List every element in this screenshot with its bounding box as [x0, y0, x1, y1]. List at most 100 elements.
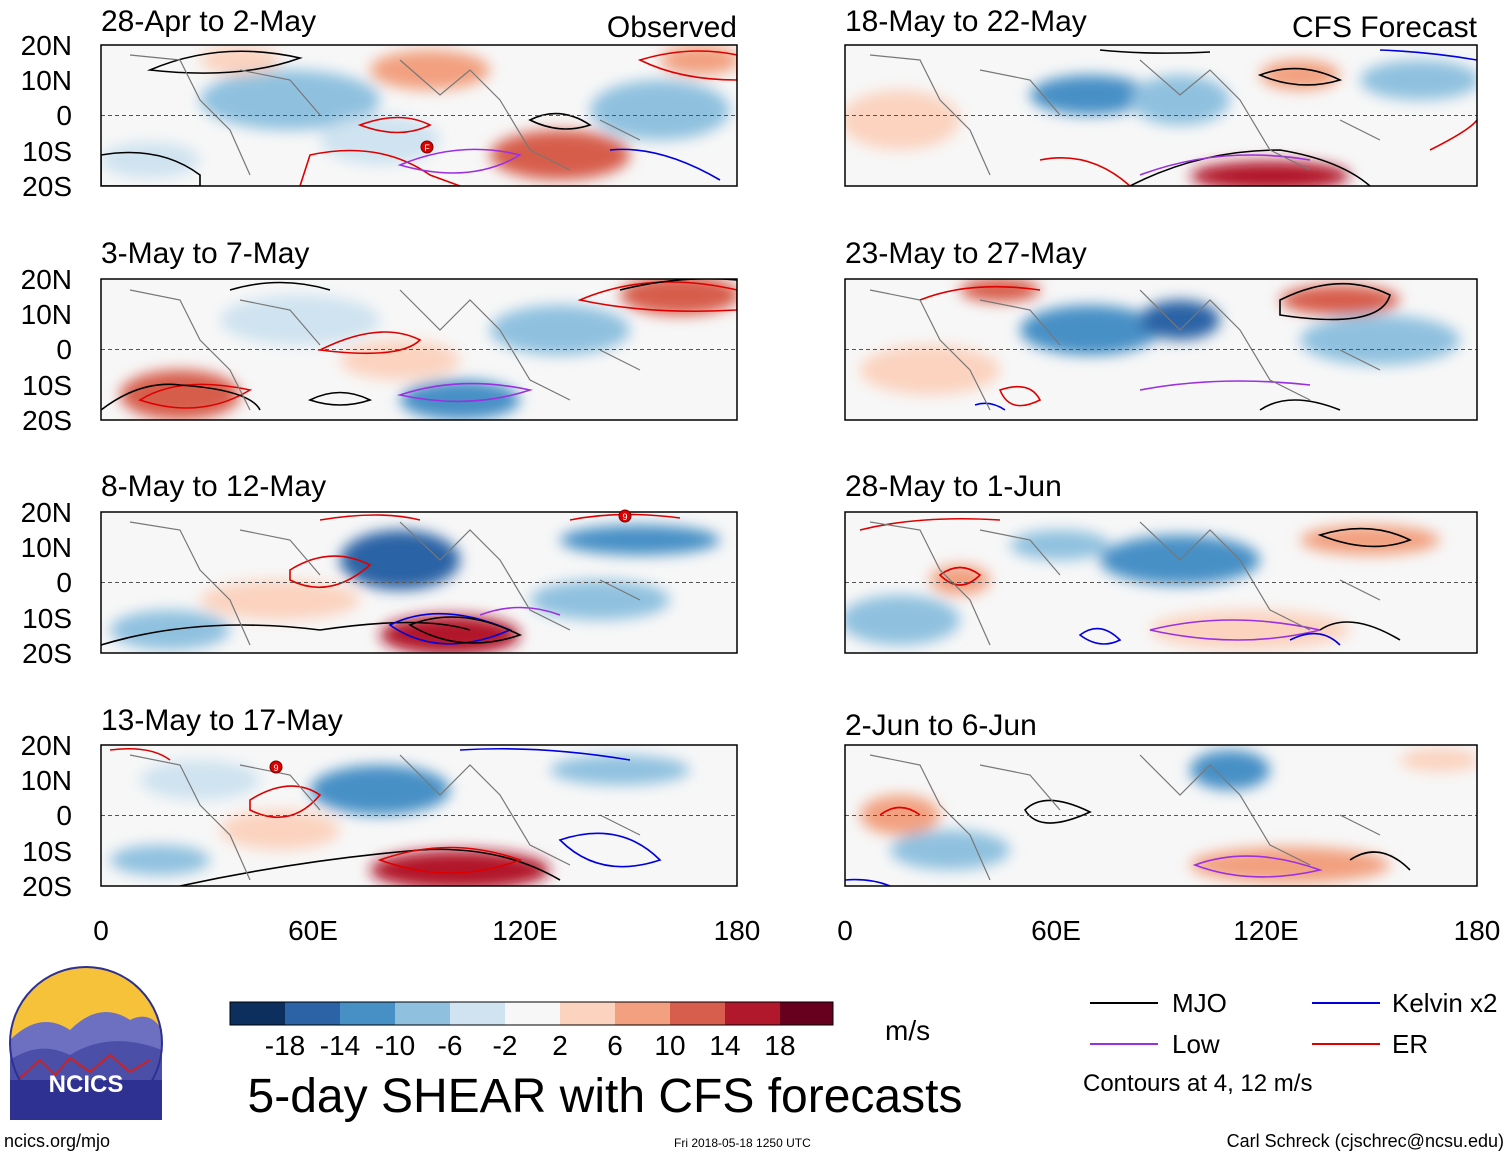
shear-shading	[860, 279, 1460, 395]
storm-marker: F	[420, 140, 434, 154]
coastline	[869, 289, 1381, 411]
contours	[109, 747, 662, 886]
lon-tick-label: 60E	[288, 915, 338, 946]
panel-left-0	[100, 44, 738, 187]
panel-left-1	[100, 278, 738, 421]
panel-tag-forecast: CFS Forecast	[1292, 11, 1478, 44]
legend-label-low: Low	[1172, 1029, 1220, 1059]
colorbar-swatch	[615, 1002, 670, 1025]
lon-tick-label: 0	[93, 915, 109, 946]
lat-tick-label: 10S	[22, 603, 72, 634]
colorbar-swatch	[340, 1002, 395, 1025]
colorbar-label: -6	[438, 1030, 463, 1061]
panel-title-right-0: 18-May to 22-May	[845, 5, 1087, 38]
colorbar-swatch	[670, 1002, 725, 1025]
panel-left-3	[100, 744, 738, 887]
lon-tick-label: 60E	[1031, 915, 1081, 946]
lat-tick-label: 10N	[21, 299, 72, 330]
colorbar-label: 6	[607, 1030, 623, 1061]
shear-shading	[845, 525, 1440, 650]
lat-tick-label: 10S	[22, 370, 72, 401]
colorbar-swatch	[505, 1002, 560, 1025]
panel-right-2	[844, 511, 1478, 654]
colorbar-label: -2	[493, 1030, 518, 1061]
lon-tick-label: 180	[1454, 915, 1501, 946]
lon-axis-right: 0 60E 120E 180	[837, 915, 1500, 946]
author-credit: Carl Schreck (cjschrec@ncsu.edu)	[1226, 1131, 1504, 1151]
storm-marker: 9	[269, 760, 283, 774]
lat-tick-label: 20S	[22, 405, 72, 436]
lat-tick-label: 20S	[22, 638, 72, 669]
lat-axis-left-1: 20N 10N 0 10S 20S	[21, 264, 72, 436]
colorbar-swatch	[560, 1002, 615, 1025]
colorbar-swatch	[230, 1002, 285, 1025]
lat-tick-label: 0	[56, 334, 72, 365]
lat-tick-label: 10N	[21, 532, 72, 563]
panel-title-left-3: 13-May to 17-May	[101, 704, 343, 737]
contours	[919, 282, 1391, 411]
panel-right-0	[844, 44, 1478, 187]
colorbar: -18 -14 -10 -6 -2 2 6 10 14 18 m/s	[229, 1001, 930, 1061]
contours	[845, 799, 1411, 886]
lat-axis-left-0: 20N 10N 0 10S 20S	[21, 30, 72, 202]
colorbar-swatch	[395, 1002, 450, 1025]
colorbar-swatch	[285, 1002, 340, 1025]
panel-right-3	[844, 744, 1478, 887]
lat-tick-label: 10S	[22, 836, 72, 867]
legend-label-mjo: MJO	[1172, 988, 1227, 1018]
lat-axis-left-3: 20N 10N 0 10S 20S	[21, 730, 72, 902]
panel-title-left-0: 28-Apr to 2-May	[101, 5, 316, 38]
coastline	[869, 521, 1381, 646]
colorbar-label: -18	[265, 1030, 305, 1061]
colorbar-label: 18	[764, 1030, 795, 1061]
lat-tick-label: 20N	[21, 730, 72, 761]
figure-title: 5-day SHEAR with CFS forecasts	[248, 1070, 963, 1123]
contours	[101, 50, 737, 186]
legend-label-kelvin: Kelvin x2	[1392, 988, 1498, 1018]
coastline	[129, 754, 641, 881]
colorbar-swatch	[780, 1002, 833, 1025]
colorbar-swatch	[450, 1002, 505, 1025]
lat-tick-label: 20S	[22, 871, 72, 902]
panel-title-right-2: 28-May to 1-Jun	[845, 470, 1062, 503]
shear-shading	[110, 755, 690, 886]
lat-tick-label: 10N	[21, 765, 72, 796]
lon-tick-label: 180	[714, 915, 761, 946]
coastline	[129, 54, 641, 176]
colorbar-units: m/s	[885, 1015, 930, 1046]
timestamp: Fri 2018-05-18 1250 UTC	[674, 1136, 811, 1150]
legend-label-er: ER	[1392, 1029, 1428, 1059]
storm-marker-label: 9	[273, 763, 278, 773]
colorbar-label: -10	[375, 1030, 415, 1061]
panel-title-right-3: 2-Jun to 6-Jun	[845, 709, 1037, 742]
coastline	[869, 54, 1381, 176]
panel-tag-observed: Observed	[607, 11, 737, 44]
panel-left-2	[100, 511, 738, 654]
panel-title-left-1: 3-May to 7-May	[101, 237, 309, 270]
contour-legend: MJO Kelvin x2 Low ER Contours at 4, 12 m…	[1083, 988, 1498, 1097]
lon-axis-left: 0 60E 120E 180	[93, 915, 760, 946]
lat-tick-label: 10S	[22, 136, 72, 167]
website-link[interactable]: ncics.org/mjo	[4, 1131, 111, 1151]
coastline	[129, 289, 641, 411]
lat-tick-label: 0	[56, 567, 72, 598]
contours	[101, 279, 737, 411]
panel-title-right-1: 23-May to 27-May	[845, 237, 1087, 270]
ncics-logo: NCICS	[9, 966, 163, 1120]
colorbar-label: 10	[654, 1030, 685, 1061]
contour-note: Contours at 4, 12 m/s	[1083, 1070, 1312, 1097]
lat-tick-label: 20S	[22, 171, 72, 202]
lat-tick-label: 0	[56, 800, 72, 831]
storm-marker-label: F	[424, 143, 430, 153]
contours	[1039, 49, 1477, 186]
lon-tick-label: 120E	[492, 915, 557, 946]
lat-tick-label: 0	[56, 100, 72, 131]
colorbar-label: 2	[552, 1030, 568, 1061]
logo-text: NCICS	[49, 1071, 124, 1098]
lon-tick-label: 120E	[1233, 915, 1298, 946]
colorbar-swatch	[725, 1002, 780, 1025]
storm-marker-label: 9	[622, 512, 627, 522]
lat-tick-label: 20N	[21, 264, 72, 295]
lat-axis-left-2: 20N 10N 0 10S 20S	[21, 497, 72, 669]
